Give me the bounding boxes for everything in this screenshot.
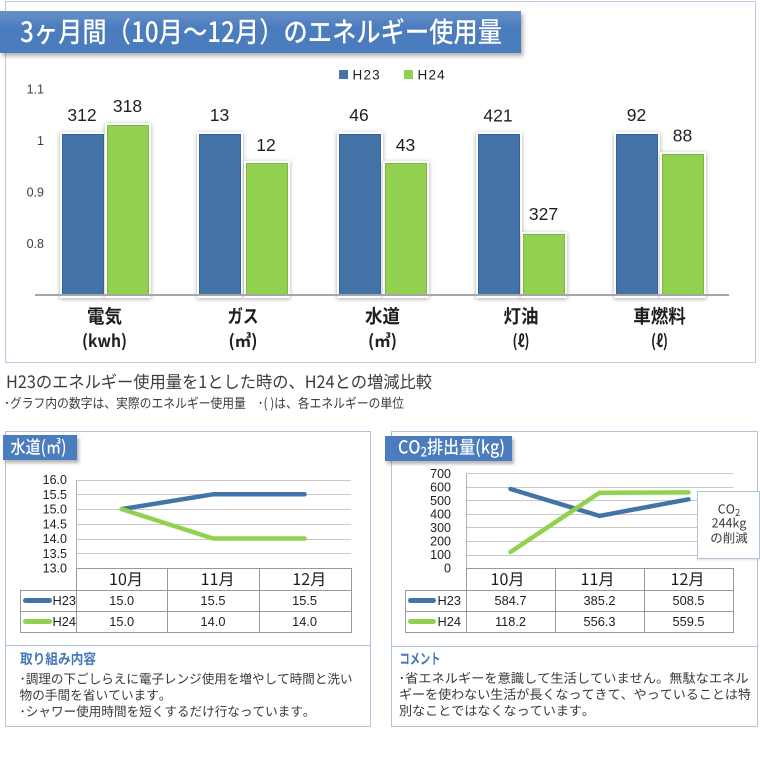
svg-text:508.5: 508.5 xyxy=(672,593,704,608)
svg-text:14.0: 14.0 xyxy=(201,614,226,629)
svg-text:H23: H23 xyxy=(438,593,461,608)
svg-text:500: 500 xyxy=(430,494,451,508)
svg-text:0.8: 0.8 xyxy=(27,237,44,251)
svg-text:16.0: 16.0 xyxy=(43,473,67,487)
svg-text:200: 200 xyxy=(430,535,451,549)
svg-text:14.0: 14.0 xyxy=(43,532,67,546)
svg-text:318: 318 xyxy=(113,96,142,116)
svg-text:15.5: 15.5 xyxy=(201,593,226,608)
svg-text:H23: H23 xyxy=(353,67,381,82)
svg-text:400: 400 xyxy=(430,507,451,521)
svg-text:600: 600 xyxy=(430,480,451,494)
svg-text:300: 300 xyxy=(430,521,451,535)
svg-text:H24: H24 xyxy=(438,614,461,629)
svg-text:385.2: 385.2 xyxy=(583,593,615,608)
svg-text:13.5: 13.5 xyxy=(43,547,67,561)
svg-text:15.0: 15.0 xyxy=(109,614,134,629)
svg-text:15.5: 15.5 xyxy=(292,593,317,608)
svg-text:46: 46 xyxy=(349,105,368,125)
svg-text:H24: H24 xyxy=(418,67,446,82)
svg-text:15.0: 15.0 xyxy=(43,503,67,517)
svg-text:H23: H23 xyxy=(53,593,76,608)
svg-text:15.5: 15.5 xyxy=(43,488,67,502)
svg-text:14.0: 14.0 xyxy=(292,614,317,629)
svg-text:100: 100 xyxy=(430,548,451,562)
svg-text:1: 1 xyxy=(37,134,44,148)
svg-text:92: 92 xyxy=(627,105,646,125)
svg-text:559.5: 559.5 xyxy=(672,614,704,629)
svg-text:327: 327 xyxy=(529,204,558,224)
svg-text:13.0: 13.0 xyxy=(43,562,67,576)
svg-text:556.3: 556.3 xyxy=(583,614,615,629)
svg-text:421: 421 xyxy=(483,106,512,126)
svg-text:584.7: 584.7 xyxy=(494,593,526,608)
svg-text:700: 700 xyxy=(430,467,451,481)
svg-text:43: 43 xyxy=(396,135,415,155)
svg-text:1.1: 1.1 xyxy=(27,83,44,97)
svg-text:H24: H24 xyxy=(53,614,76,629)
svg-text:15.0: 15.0 xyxy=(109,593,134,608)
svg-text:14.5: 14.5 xyxy=(43,517,67,531)
svg-text:88: 88 xyxy=(673,125,692,145)
svg-text:0: 0 xyxy=(444,562,451,576)
svg-text:12: 12 xyxy=(256,135,275,155)
svg-text:13: 13 xyxy=(210,105,229,125)
svg-text:118.2: 118.2 xyxy=(495,614,526,629)
svg-text:312: 312 xyxy=(67,105,96,125)
svg-text:0.9: 0.9 xyxy=(27,186,44,200)
